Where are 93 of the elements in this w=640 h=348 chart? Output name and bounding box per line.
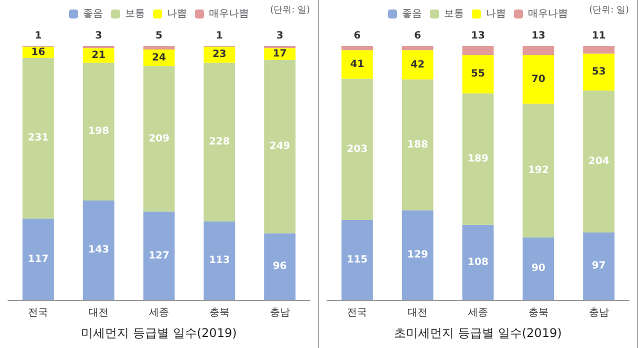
data-label: 129 (407, 250, 428, 261)
bar (583, 232, 615, 300)
bar (341, 78, 373, 220)
x-tick-label: 세종 (149, 308, 169, 318)
data-label: 1 (216, 30, 223, 42)
bar (341, 46, 373, 50)
x-tick-label: 충북 (528, 308, 548, 318)
bar (204, 62, 236, 222)
bar (82, 200, 114, 300)
legend-label: 좋음 (83, 8, 103, 20)
data-label: 5 (156, 30, 163, 42)
bar (462, 93, 494, 225)
legend-label: 나쁨 (167, 8, 187, 20)
bar (143, 66, 175, 212)
data-label: 70 (531, 74, 546, 85)
data-label: 53 (592, 66, 606, 78)
bar (522, 237, 554, 300)
bar (402, 79, 434, 210)
bar (462, 55, 494, 94)
legend-label: 나쁨 (486, 8, 506, 20)
data-label: 228 (208, 136, 230, 148)
data-label: 188 (407, 139, 428, 150)
x-tick-label: 충남 (270, 308, 290, 318)
bar (522, 104, 554, 238)
data-label: 3 (95, 30, 102, 42)
x-tick-label: 세종 (468, 308, 488, 318)
data-label: 249 (269, 141, 290, 152)
data-label: 55 (471, 68, 485, 80)
data-label: 21 (92, 50, 106, 61)
text: (단위: 일) (270, 6, 310, 16)
data-label: 204 (588, 156, 610, 168)
data-label: 24 (152, 52, 166, 64)
legend-label: 매우나쁨 (209, 8, 249, 20)
bar (522, 55, 554, 104)
data-label: 192 (528, 165, 549, 176)
data-label: 117 (28, 254, 49, 265)
data-label: 16 (31, 46, 46, 58)
bar (583, 54, 615, 91)
data-label: 90 (531, 263, 546, 274)
bar (341, 220, 373, 300)
bar (583, 46, 615, 54)
data-label: 115 (346, 254, 368, 266)
x-tick-label: 전국 (347, 308, 368, 318)
bar (264, 60, 296, 234)
data-label: 108 (468, 256, 488, 268)
legend-label: 보통 (125, 8, 145, 20)
bar (22, 58, 54, 219)
bar (402, 210, 434, 300)
data-label: 6 (354, 30, 361, 42)
bar (22, 218, 54, 300)
bar (522, 46, 554, 56)
data-label: 23 (212, 49, 226, 60)
bar (264, 233, 296, 300)
data-label: 1 (34, 30, 42, 42)
data-label: 13 (531, 30, 546, 42)
data-label: 41 (350, 58, 364, 70)
legend-label: 좋음 (402, 8, 422, 20)
data-label: 6 (414, 30, 422, 42)
data-label: 209 (148, 133, 170, 144)
bar (462, 224, 494, 300)
data-label: 13 (471, 30, 485, 42)
legend-label: 매우나쁨 (528, 8, 568, 20)
x-tick-label: 대전 (408, 308, 428, 318)
bar (583, 90, 615, 232)
data-label: 17 (272, 48, 287, 60)
data-label: 203 (346, 144, 368, 155)
data-label: 42 (410, 59, 425, 70)
text: (단위: 일) (589, 6, 630, 16)
x-tick-label: 대전 (88, 308, 109, 318)
text: 초미세먼지 등급별 일수(2019) (394, 326, 562, 340)
x-tick-label: 충남 (588, 308, 609, 318)
bar (204, 221, 236, 300)
data-label: 113 (208, 255, 230, 266)
data-label: 198 (88, 126, 110, 138)
data-label: 231 (28, 132, 49, 144)
data-label: 3 (276, 30, 284, 42)
data-label: 143 (88, 244, 110, 256)
data-label: 127 (148, 250, 170, 262)
x-tick-label: 전국 (28, 308, 48, 318)
bar (462, 46, 494, 56)
data-label: 96 (272, 261, 287, 272)
x-tick-label: 충북 (209, 308, 230, 318)
legend-label: 보통 (444, 8, 464, 20)
bar (402, 50, 434, 80)
bar (82, 62, 114, 200)
bar (143, 46, 175, 50)
bar (341, 50, 373, 79)
data-label: 189 (468, 154, 488, 165)
data-label: 97 (592, 260, 606, 272)
bar (402, 46, 434, 50)
data-label: 11 (592, 30, 606, 42)
text: 미세먼지 등급별 일수(2019) (81, 326, 237, 340)
bar (143, 212, 175, 300)
